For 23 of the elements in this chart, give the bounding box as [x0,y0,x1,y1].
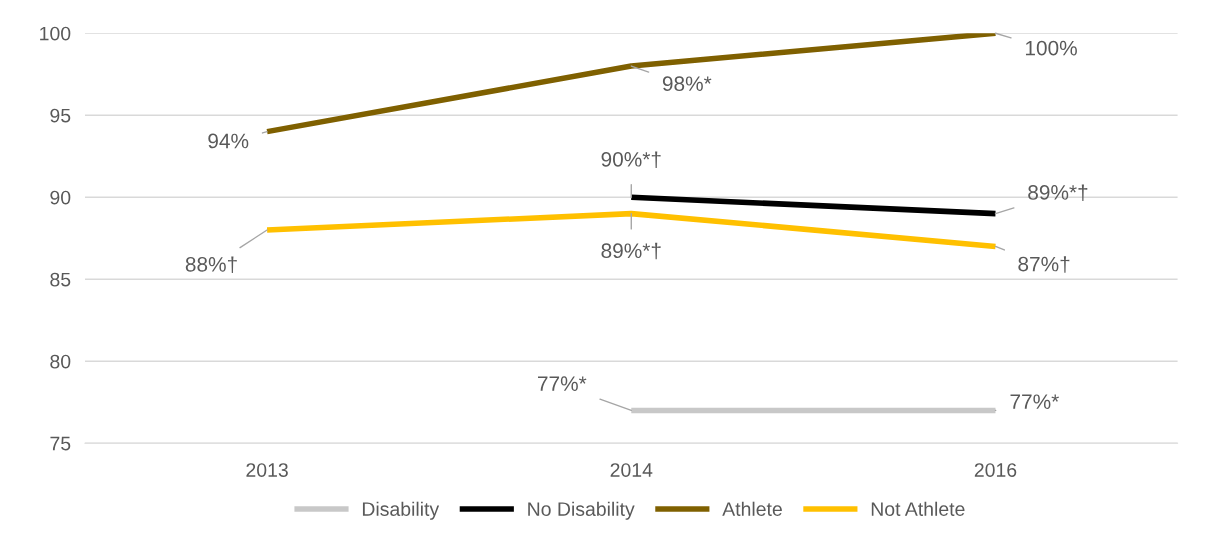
y-tick-label: 85 [50,272,71,287]
y-tick-label: 80 [50,354,71,369]
x-tick-label: 2014 [610,463,653,477]
legend-label: No Disability [528,501,635,520]
data-label: 90%*† [601,151,661,168]
legend-label: Disability [362,501,440,520]
legend-label: Not Athlete [871,501,965,516]
x-tick-label: 2013 [246,463,288,477]
data-label: 94% [208,133,249,149]
data-label: 77%* [538,376,587,391]
data-label: 88%† [185,256,237,273]
y-tick-label: 90 [50,190,71,205]
data-label: 87%† [1018,256,1070,273]
data-label: 89%*† [601,242,661,260]
data-label: 77%* [1010,394,1059,409]
data-label: 100% [1025,40,1077,56]
y-tick-label: 75 [50,436,71,451]
legend-label: Athlete [722,501,782,516]
x-tick-label: 2016 [974,463,1017,477]
y-tick-label: 95 [50,108,71,123]
y-tick-label: 100 [40,26,71,41]
data-label: 89%*† [1028,184,1088,201]
data-label: 98%* [662,76,712,92]
